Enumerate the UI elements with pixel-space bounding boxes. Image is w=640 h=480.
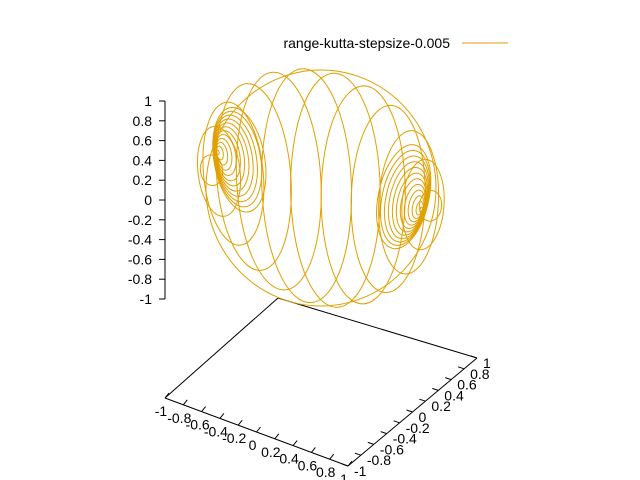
orbit-loop: [378, 130, 440, 275]
y-tick-mark: [367, 441, 374, 445]
z-tick-label: -0.2: [128, 212, 152, 228]
y-tick-label: -0.6: [380, 441, 404, 457]
y-tick-mark: [354, 452, 362, 456]
x-tick-mark: [237, 419, 243, 426]
x-tick-label: -0.2: [222, 430, 246, 446]
orbit-loop: [290, 72, 381, 308]
trajectory: [196, 68, 445, 308]
y-tick-mark: [457, 366, 465, 370]
y-tick-label: -0.8: [367, 452, 391, 468]
y-tick-label: 0.4: [444, 387, 464, 403]
tick-labels: 10.80.60.40.20-0.2-0.4-0.6-0.8-1-1 -0.8-0…: [128, 93, 491, 480]
legend: range-kutta-stepsize-0.005: [283, 35, 508, 51]
x-tick-label: 1: [340, 471, 348, 480]
x-tick-label: 0.4: [279, 451, 299, 467]
y-tick-label: 0: [419, 409, 427, 425]
x-tick-mark: [182, 399, 188, 406]
x-tick-mark: [329, 453, 335, 460]
x-tick-label: 0.8: [316, 464, 336, 480]
z-tick-label: -0.8: [128, 271, 152, 287]
y-tick-mark: [380, 431, 387, 435]
orbit-loop: [261, 68, 353, 304]
z-tick-label: 0: [144, 192, 152, 208]
z-tick-label: -1: [140, 291, 153, 307]
base-back-left-edge: [164, 297, 279, 399]
z-tick-label: -0.4: [128, 232, 152, 248]
z-tick-label: 0.4: [133, 152, 153, 168]
y-tick-mark: [432, 387, 439, 391]
pole-spiral-loop: [376, 144, 432, 250]
x-tick-mark: [311, 447, 316, 453]
sphere-outline: [205, 69, 437, 307]
z-tick-label: -0.6: [128, 251, 152, 267]
legend-entry-label: range-kutta-stepsize-0.005: [283, 35, 450, 51]
orbit-loop: [235, 71, 322, 291]
x-tick-mark: [256, 426, 261, 433]
x-tick-mark: [347, 460, 353, 467]
y-tick-label: -0.2: [406, 420, 430, 436]
orbit-loop: [401, 158, 445, 251]
x-tick-mark: [201, 406, 206, 412]
z-tick-label: 0.6: [133, 133, 153, 149]
z-tick-label: 0.8: [133, 113, 153, 129]
x-tick-mark: [292, 440, 298, 446]
axes: [159, 100, 478, 467]
y-tick-label: -1: [354, 463, 367, 479]
z-tick-label: 1: [144, 93, 152, 109]
y-tick-label: 1: [483, 355, 491, 371]
y-tick-label: 0.8: [470, 366, 490, 382]
y-tick-mark: [419, 398, 426, 402]
y-tick-mark: [341, 463, 349, 467]
y-tick-mark: [393, 420, 400, 424]
x-tick-label: 0.2: [261, 444, 281, 460]
x-tick-mark: [164, 392, 170, 399]
x-tick-label: -0.4: [204, 423, 228, 439]
x-tick-label: -0.8: [167, 410, 191, 426]
z-tick-label: 0.2: [133, 172, 153, 188]
x-tick-label: 0: [249, 437, 257, 453]
base-back-right-edge: [277, 297, 478, 359]
pole-spiral-loop: [212, 106, 267, 213]
orbit-loop: [320, 85, 406, 305]
y-tick-mark: [470, 355, 478, 359]
orbit-loop: [202, 101, 265, 246]
y-tick-label: 0.2: [431, 398, 451, 414]
orbit-loop: [418, 189, 443, 222]
y-tick-mark: [445, 377, 452, 381]
x-tick-label: 0.6: [298, 457, 318, 473]
orbit-loop: [215, 83, 292, 271]
x-tick-label: -0.6: [186, 417, 210, 433]
y-tick-label: -0.4: [393, 431, 417, 447]
x-tick-mark: [219, 413, 225, 419]
y-tick-label: 0.6: [457, 377, 477, 393]
x-tick-mark: [274, 433, 280, 440]
x-tick-label: -1: [155, 403, 168, 419]
y-tick-mark: [406, 409, 413, 413]
